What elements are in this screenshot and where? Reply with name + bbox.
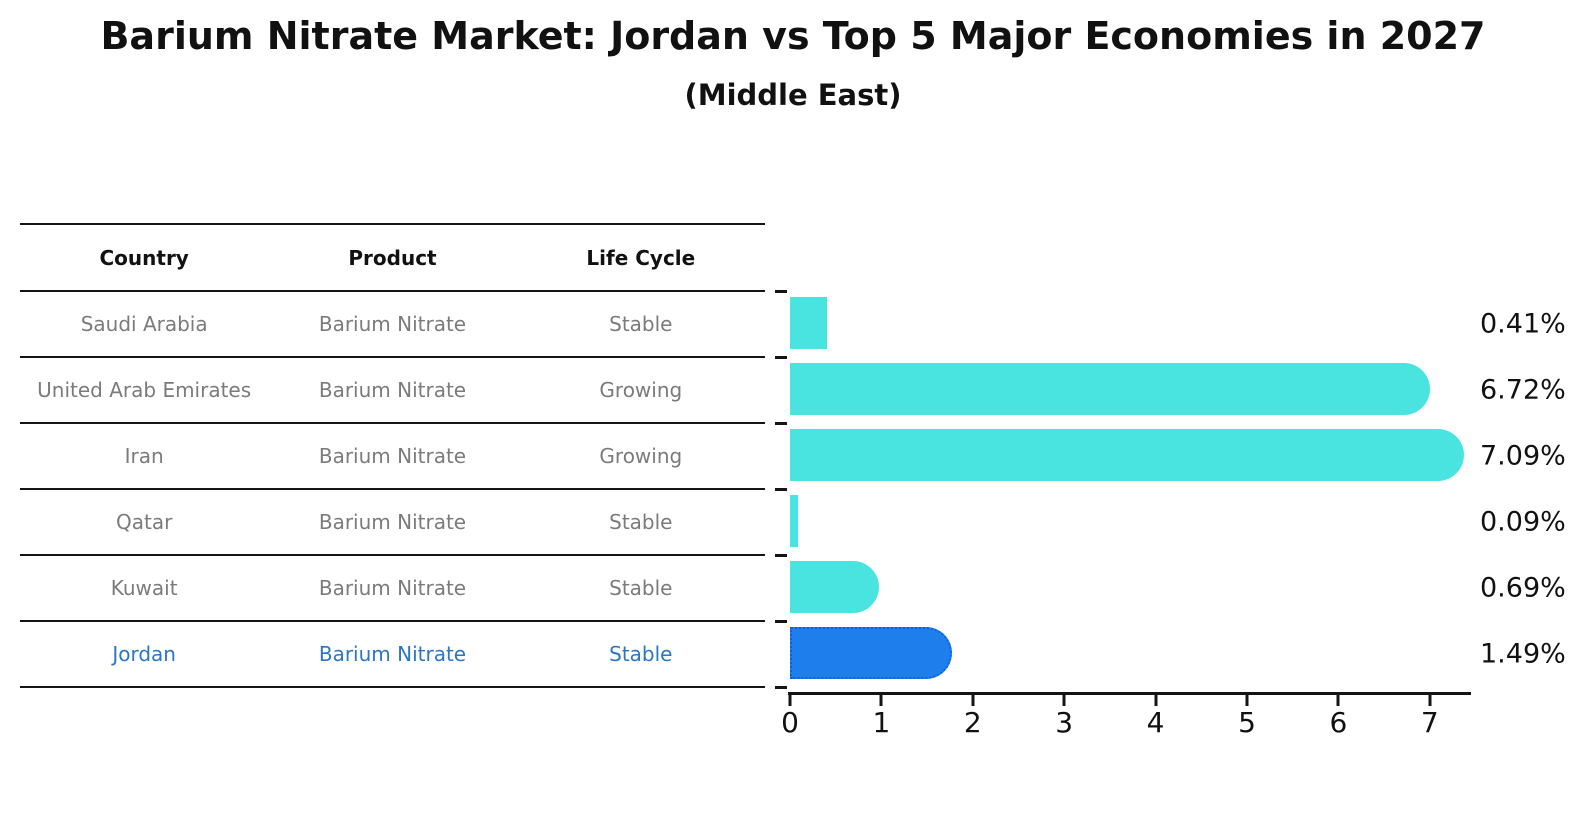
bar-jordan <box>790 627 953 679</box>
country-cell: Iran <box>124 444 164 468</box>
table-row-saudi-arabia: Saudi Arabia Barium Nitrate Stable <box>20 292 765 358</box>
value-label-jordan: 1.49% <box>1480 638 1566 670</box>
chart-title: Barium Nitrate Market: Jordan vs Top 5 M… <box>100 14 1486 58</box>
value-label-qatar: 0.09% <box>1480 506 1566 538</box>
info-table: Country Product Life Cycle Saudi Arabia B… <box>20 223 765 688</box>
x-tick-mark-2 <box>971 695 975 706</box>
y-tick-mark <box>775 686 787 689</box>
x-tick-mark-7 <box>1428 695 1432 706</box>
table-row-jordan: Jordan Barium Nitrate Stable <box>20 622 765 688</box>
x-tick-mark-0 <box>788 695 792 706</box>
lifecycle-cell: Stable <box>609 642 673 666</box>
x-tick-label-5: 5 <box>1238 706 1256 739</box>
x-tick-mark-3 <box>1062 695 1066 706</box>
x-tick-mark-6 <box>1336 695 1340 706</box>
y-tick-mark <box>775 422 787 425</box>
table-header-row: Country Product Life Cycle <box>20 225 765 292</box>
product-cell: Barium Nitrate <box>318 444 467 468</box>
product-cell: Barium Nitrate <box>318 312 467 336</box>
table-row-qatar: Qatar Barium Nitrate Stable <box>20 490 765 556</box>
lifecycle-cell: Growing <box>599 378 683 402</box>
y-tick-mark <box>775 620 787 623</box>
y-tick-mark <box>775 488 787 491</box>
lifecycle-cell: Stable <box>609 312 673 336</box>
x-tick-label-3: 3 <box>1055 706 1074 739</box>
x-tick-label-7: 7 <box>1420 706 1439 739</box>
bar-saudi-arabia <box>790 297 828 349</box>
bar-united-arab-emirates <box>790 363 1431 415</box>
column-header-country: Country <box>99 245 189 270</box>
value-label-iran: 7.09% <box>1480 440 1566 472</box>
country-cell: Kuwait <box>110 576 178 600</box>
table-row-kuwait: Kuwait Barium Nitrate Stable <box>20 556 765 622</box>
lifecycle-cell: Stable <box>609 576 673 600</box>
y-tick-mark <box>775 290 787 293</box>
x-tick-label-1: 1 <box>872 706 891 739</box>
value-label-saudi-arabia: 0.41% <box>1480 308 1566 340</box>
bar-kuwait <box>790 561 880 613</box>
x-tick-mark-5 <box>1245 695 1249 706</box>
column-header-lifecycle: Life Cycle <box>586 245 696 270</box>
product-cell: Barium Nitrate <box>318 576 467 600</box>
table-row-united-arab-emirates: United Arab Emirates Barium Nitrate Growin… <box>20 358 765 424</box>
value-label-kuwait: 0.69% <box>1480 572 1566 604</box>
y-tick-mark <box>775 554 787 557</box>
country-cell: Qatar <box>116 510 173 534</box>
chart-subtitle: (Middle East) <box>684 78 902 112</box>
x-tick-label-6: 6 <box>1329 706 1348 739</box>
x-tick-label-2: 2 <box>963 706 982 739</box>
lifecycle-cell: Growing <box>599 444 683 468</box>
product-cell: Barium Nitrate <box>318 642 467 666</box>
x-tick-label-0: 0 <box>781 706 799 739</box>
y-tick-mark <box>775 356 787 359</box>
value-label-united-arab-emirates: 6.72% <box>1480 374 1566 406</box>
country-cell: Saudi Arabia <box>80 312 208 336</box>
column-header-product: Product <box>348 245 437 270</box>
x-tick-mark-4 <box>1154 695 1158 706</box>
lifecycle-cell: Stable <box>609 510 673 534</box>
bar-qatar <box>790 495 799 547</box>
product-cell: Barium Nitrate <box>318 378 467 402</box>
x-axis-line <box>788 692 1471 695</box>
country-cell: Jordan <box>112 642 176 666</box>
product-cell: Barium Nitrate <box>318 510 467 534</box>
x-tick-label-4: 4 <box>1146 706 1165 739</box>
table-row-iran: Iran Barium Nitrate Growing <box>20 424 765 490</box>
country-cell: United Arab Emirates <box>37 378 252 402</box>
bar-iran <box>790 429 1465 481</box>
x-tick-mark-1 <box>879 695 883 706</box>
